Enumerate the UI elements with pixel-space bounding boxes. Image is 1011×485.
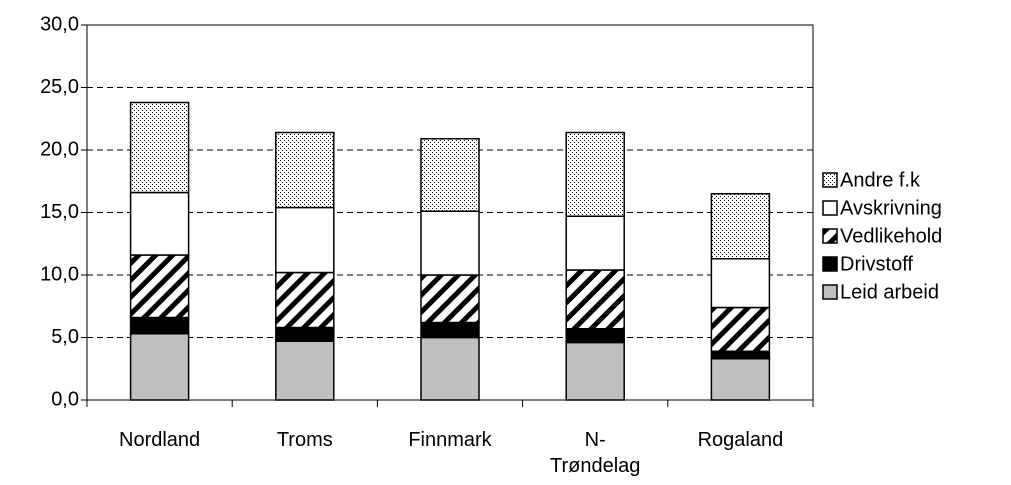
bar-segment bbox=[710, 258, 771, 309]
x-tick-label: N-Trøndelag bbox=[549, 429, 641, 477]
legend-swatch bbox=[822, 172, 838, 188]
x-tick-label: Finnmark bbox=[408, 429, 492, 451]
bar-segment bbox=[420, 138, 480, 212]
bar-segment bbox=[565, 131, 625, 217]
legend-swatch bbox=[822, 200, 838, 216]
bar-segment bbox=[565, 269, 625, 330]
bar-segment bbox=[565, 341, 625, 401]
y-tick-label: 25,0 bbox=[40, 76, 79, 98]
bar-segment bbox=[420, 274, 480, 324]
legend-label: Vedlikehold bbox=[840, 225, 942, 247]
bar-segment bbox=[129, 101, 190, 194]
y-tick-label: 10,0 bbox=[40, 263, 79, 285]
y-tick-label: 30,0 bbox=[40, 13, 79, 35]
x-tick-label: Troms bbox=[276, 429, 333, 451]
y-tick-label: 20,0 bbox=[40, 138, 79, 160]
bar-segment bbox=[420, 336, 480, 401]
bar-segment bbox=[420, 321, 480, 339]
x-tick-label: Nordland bbox=[119, 429, 201, 451]
legend-label: Avskrivning bbox=[840, 197, 942, 219]
bar-segment bbox=[275, 131, 335, 209]
legend-swatch bbox=[822, 284, 838, 300]
y-tick-label: 15,0 bbox=[40, 201, 79, 223]
y-tick-label: 0,0 bbox=[51, 388, 79, 410]
bar-segment bbox=[129, 254, 190, 319]
bar-segment bbox=[710, 306, 771, 352]
bar-segment bbox=[420, 210, 480, 276]
x-tick-label: Rogaland bbox=[697, 429, 784, 451]
legend-swatch bbox=[822, 228, 838, 244]
bar-segment bbox=[275, 326, 335, 342]
bar-segment bbox=[275, 271, 335, 329]
legend-label: Andre f.k bbox=[840, 169, 921, 191]
bar-segment bbox=[129, 333, 190, 401]
bar-segment bbox=[275, 206, 335, 274]
legend-label: Leid arbeid bbox=[840, 281, 939, 303]
legend-swatch bbox=[822, 256, 838, 272]
bar-segment bbox=[710, 350, 771, 360]
bar-segment bbox=[129, 316, 190, 335]
y-tick-label: 5,0 bbox=[51, 326, 79, 348]
bar-segment bbox=[275, 340, 335, 401]
bar-segment bbox=[565, 328, 625, 344]
bar-segment bbox=[710, 358, 771, 401]
bar-segment bbox=[565, 215, 625, 271]
legend-label: Drivstoff bbox=[840, 253, 913, 275]
bar-segment bbox=[710, 193, 771, 260]
bar-segment bbox=[129, 191, 190, 256]
